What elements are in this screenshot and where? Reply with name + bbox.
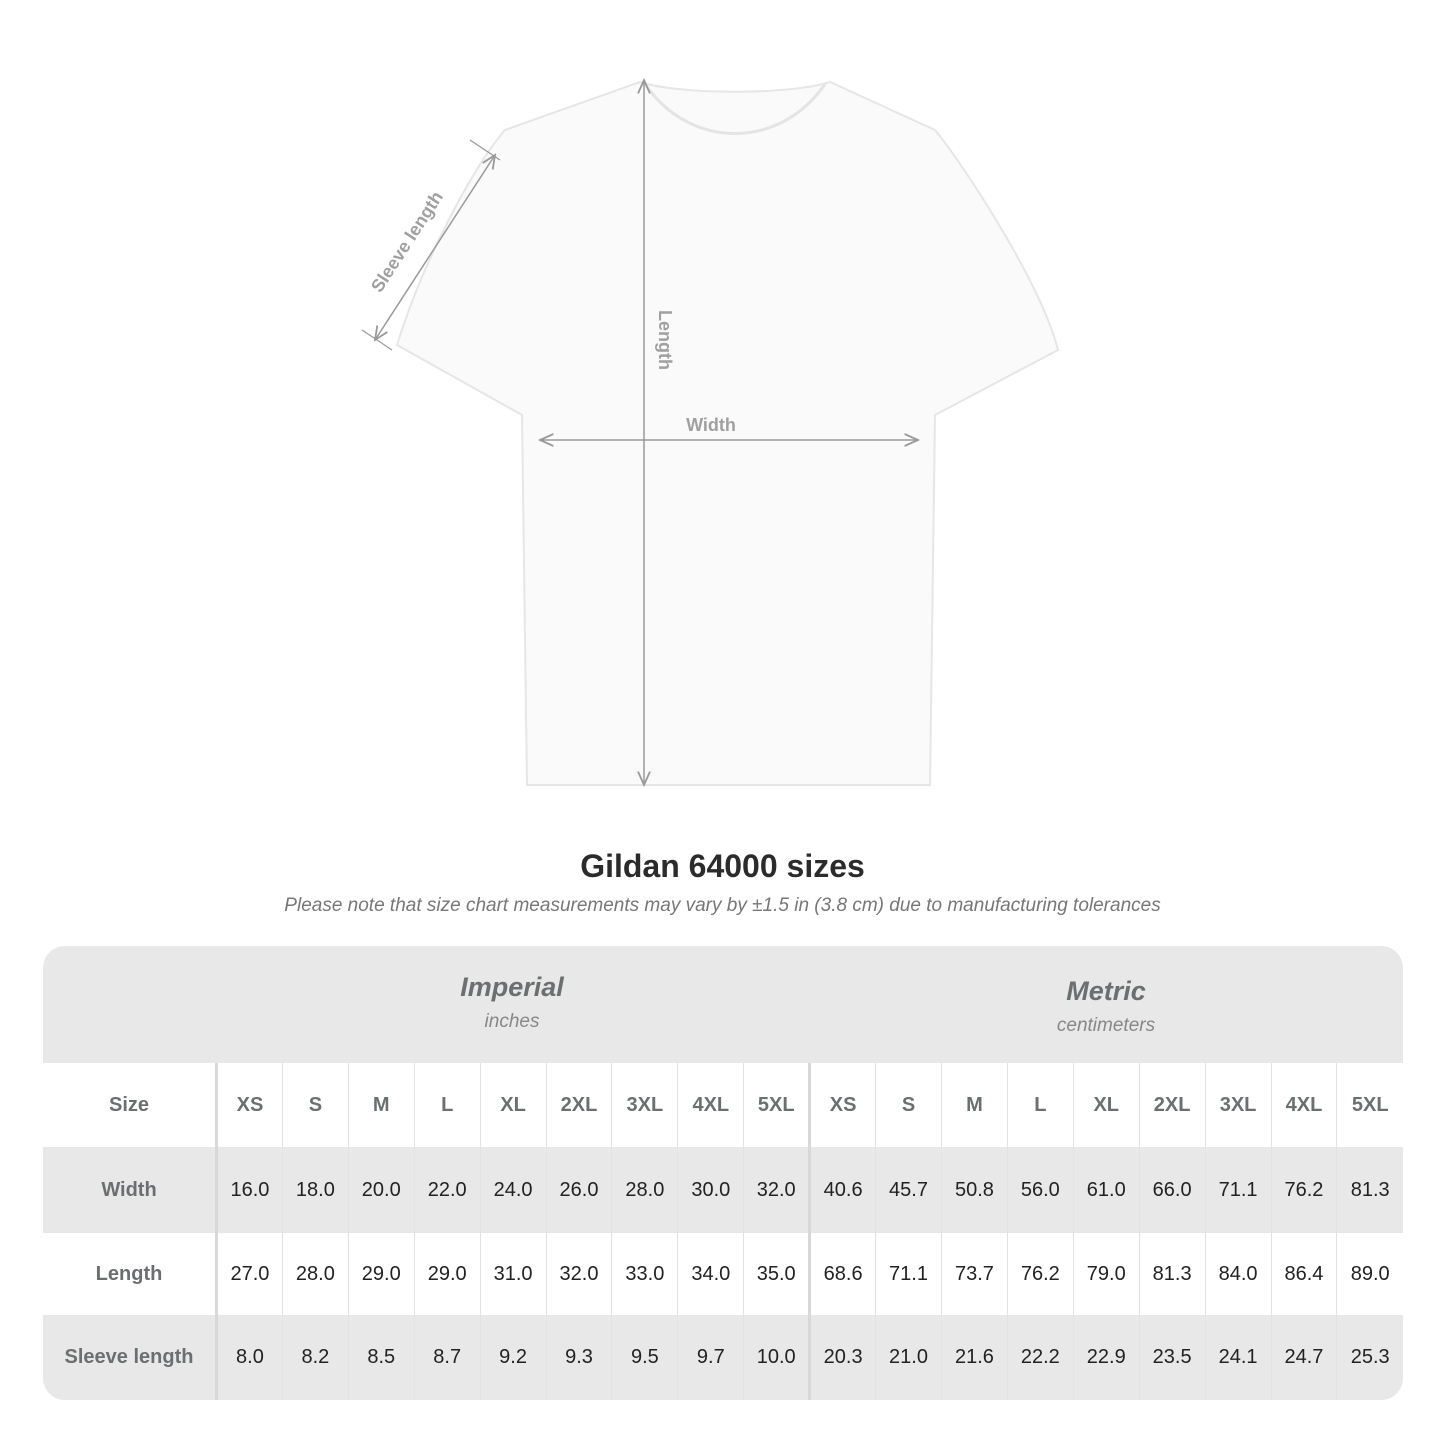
table-row: Sleeve length 8.0 8.2 8.5 8.7 9.2 9.3 9.5 9.7 10.…: [43, 1315, 1403, 1400]
imperial-value-cell: 35.0: [743, 1233, 810, 1315]
metric-value-cell: 81.3: [1336, 1147, 1403, 1233]
size-header-imperial: L: [413, 1063, 481, 1147]
metric-value-cell: 24.1: [1204, 1315, 1271, 1400]
size-header-imperial: S: [281, 1063, 349, 1147]
imperial-value-cell: 29.0: [347, 1233, 415, 1315]
imperial-value-cell: 16.0: [216, 1147, 283, 1233]
metric-value-cell: 20.3: [808, 1315, 876, 1400]
size-header-imperial: XL: [479, 1063, 547, 1147]
size-header-imperial: 3XL: [611, 1063, 678, 1147]
metric-value-cell: 68.6: [808, 1233, 876, 1315]
metric-value-cell: 23.5: [1138, 1315, 1206, 1400]
imperial-value-cell: 32.0: [545, 1233, 612, 1315]
metric-value-cell: 21.0: [875, 1315, 942, 1400]
size-grid: Size XS S M L XL 2XL 3XL 4XL 5XL XS S M L XL 2XL 3XL 4XL 5…: [43, 1063, 1403, 1400]
imperial-value-cell: 30.0: [677, 1147, 744, 1233]
imperial-value-cell: 31.0: [479, 1233, 547, 1315]
size-header-metric: S: [875, 1063, 942, 1147]
imperial-value-cell: 8.0: [216, 1315, 283, 1400]
metric-value-cell: 86.4: [1270, 1233, 1337, 1315]
metric-value-cell: 56.0: [1006, 1147, 1074, 1233]
size-header-metric: M: [940, 1063, 1008, 1147]
metric-value-cell: 79.0: [1072, 1233, 1140, 1315]
metric-value-cell: 50.8: [940, 1147, 1008, 1233]
size-header-metric: XS: [808, 1063, 876, 1147]
imperial-value-cell: 33.0: [611, 1233, 678, 1315]
table-header-row: Size XS S M L XL 2XL 3XL 4XL 5XL XS S M L XL 2XL 3XL 4XL 5…: [43, 1063, 1403, 1147]
table-row: Length 27.0 28.0 29.0 29.0 31.0 32.0 33.0 34.0 35…: [43, 1233, 1403, 1315]
imperial-value-cell: 8.2: [281, 1315, 349, 1400]
page-title: Gildan 64000 sizes: [580, 848, 865, 884]
tshirt-diagram: Sleeve length Length Width: [361, 0, 1060, 820]
size-header-imperial: 5XL: [743, 1063, 810, 1147]
row-label: Sleeve length: [43, 1315, 218, 1400]
imperial-value-cell: 32.0: [743, 1147, 810, 1233]
imperial-value-cell: 9.2: [479, 1315, 547, 1400]
imperial-value-cell: 10.0: [743, 1315, 810, 1400]
imperial-value-cell: 20.0: [347, 1147, 415, 1233]
imperial-value-cell: 9.7: [677, 1315, 744, 1400]
imperial-value-cell: 34.0: [677, 1233, 744, 1315]
metric-value-cell: 66.0: [1138, 1147, 1206, 1233]
metric-value-cell: 76.2: [1006, 1233, 1074, 1315]
size-header-metric: 5XL: [1336, 1063, 1403, 1147]
imperial-value-cell: 27.0: [216, 1233, 283, 1315]
metric-value-cell: 89.0: [1336, 1233, 1403, 1315]
tolerance-note: Please note that size chart measurements…: [284, 895, 1161, 916]
size-table: Imperial inches Metric centimeters Size X…: [43, 946, 1403, 1400]
sleeve-measure-line: [375, 155, 495, 340]
length-label: Length: [655, 310, 675, 370]
table-row: Width 16.0 18.0 20.0 22.0 24.0 26.0 28.0 30.0 32.…: [43, 1147, 1403, 1233]
metric-value-cell: 84.0: [1204, 1233, 1271, 1315]
imperial-value-cell: 22.0: [413, 1147, 481, 1233]
size-header-imperial: M: [347, 1063, 415, 1147]
width-label: Width: [686, 415, 736, 435]
metric-value-cell: 21.6: [940, 1315, 1008, 1400]
metric-header: Metric centimeters: [809, 946, 1403, 1063]
imperial-value-cell: 9.5: [611, 1315, 678, 1400]
size-header-metric: 2XL: [1138, 1063, 1206, 1147]
imperial-value-cell: 28.0: [281, 1233, 349, 1315]
size-header-metric: 3XL: [1204, 1063, 1271, 1147]
metric-value-cell: 71.1: [1204, 1147, 1271, 1233]
metric-value-cell: 81.3: [1138, 1233, 1206, 1315]
metric-value-cell: 25.3: [1336, 1315, 1403, 1400]
metric-value-cell: 61.0: [1072, 1147, 1140, 1233]
imperial-value-cell: 8.5: [347, 1315, 415, 1400]
metric-value-cell: 24.7: [1270, 1315, 1337, 1400]
metric-value-cell: 40.6: [808, 1147, 876, 1233]
imperial-unit: inches: [484, 1011, 540, 1032]
imperial-value-cell: 8.7: [413, 1315, 481, 1400]
imperial-value-cell: 26.0: [545, 1147, 612, 1233]
metric-value-cell: 76.2: [1270, 1147, 1337, 1233]
row-label: Length: [43, 1233, 218, 1315]
size-header-metric: 4XL: [1270, 1063, 1337, 1147]
imperial-value-cell: 29.0: [413, 1233, 481, 1315]
metric-value-cell: 71.1: [875, 1233, 942, 1315]
size-header-label: Size: [43, 1063, 218, 1147]
metric-value-cell: 22.2: [1006, 1315, 1074, 1400]
metric-title: Metric: [1066, 976, 1146, 1006]
metric-value-cell: 45.7: [875, 1147, 942, 1233]
size-header-metric: XL: [1072, 1063, 1140, 1147]
size-header-imperial: XS: [216, 1063, 283, 1147]
imperial-value-cell: 24.0: [479, 1147, 547, 1233]
size-header-imperial: 4XL: [677, 1063, 744, 1147]
size-header-metric: L: [1006, 1063, 1074, 1147]
metric-unit: centimeters: [1056, 1015, 1156, 1036]
size-header-imperial: 2XL: [545, 1063, 612, 1147]
metric-value-cell: 73.7: [940, 1233, 1008, 1315]
imperial-value-cell: 18.0: [281, 1147, 349, 1233]
imperial-header: Imperial inches: [215, 946, 809, 1063]
row-label: Width: [43, 1147, 218, 1233]
imperial-value-cell: 9.3: [545, 1315, 612, 1400]
metric-value-cell: 22.9: [1072, 1315, 1140, 1400]
imperial-title: Imperial: [460, 972, 564, 1002]
imperial-value-cell: 28.0: [611, 1147, 678, 1233]
